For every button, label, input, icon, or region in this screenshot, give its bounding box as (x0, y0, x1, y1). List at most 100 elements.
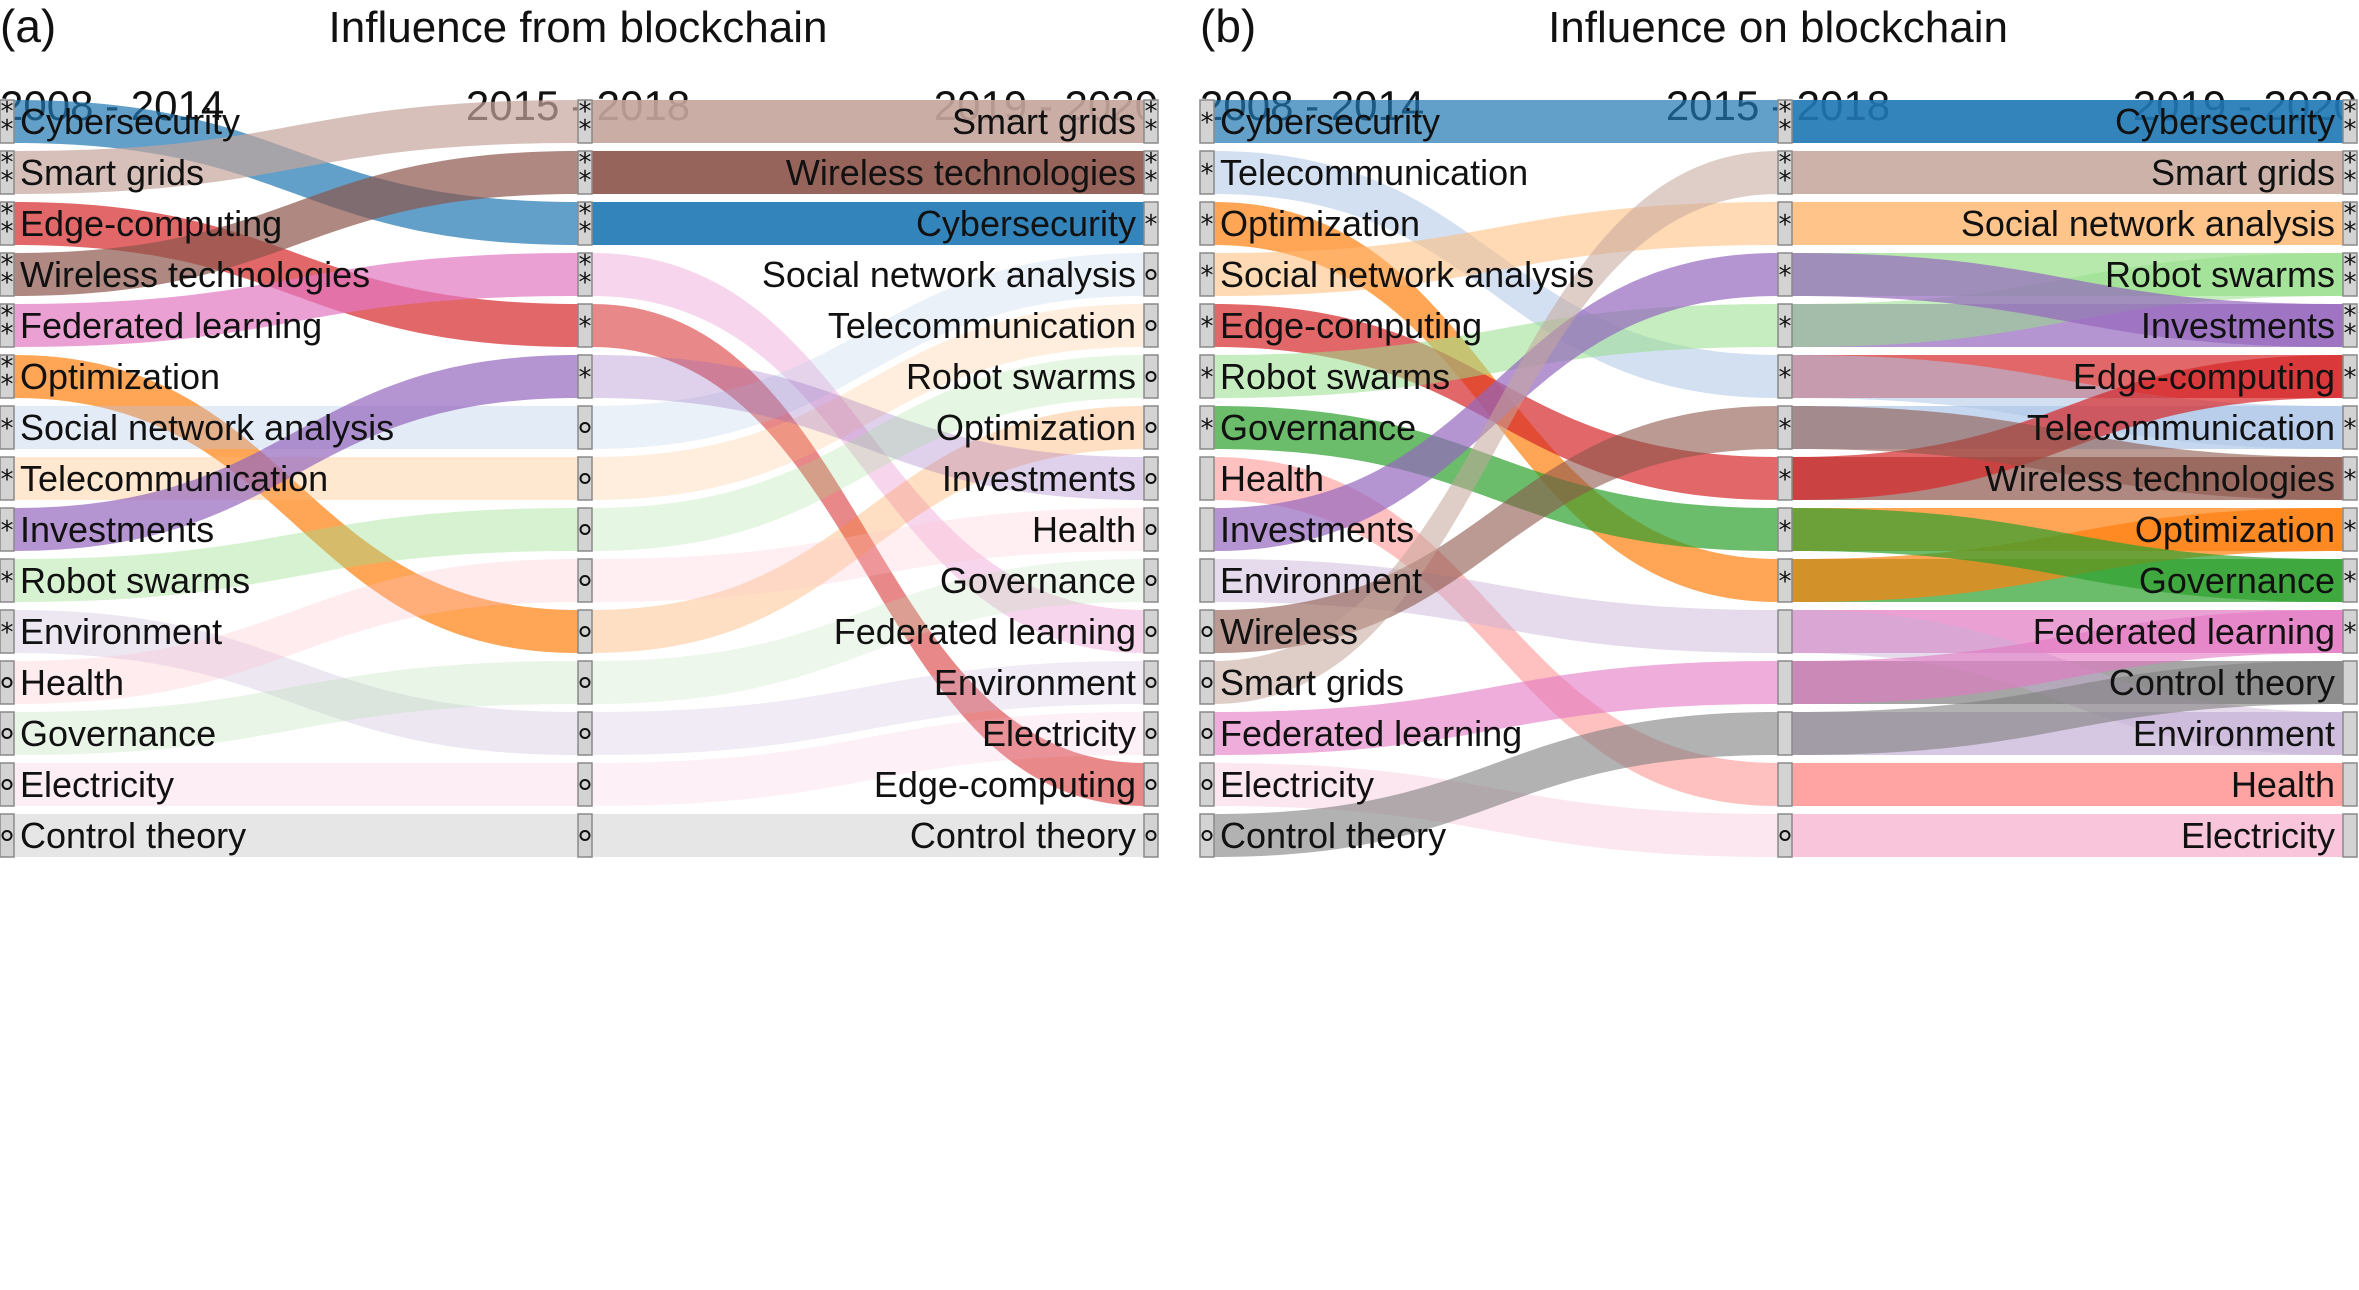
panel-b-right-optimization-mark: * (2344, 516, 2357, 546)
panel-b-left-governance-node (1199, 405, 1215, 450)
panel-b-left-environment-node (1199, 558, 1215, 603)
panel-b-right-robot-swarms-node (2342, 252, 2358, 297)
panel-a-mid-2-mark: * (579, 199, 592, 229)
panel-b-mid-7-node (1777, 456, 1793, 501)
panel-a-left-social-network-analysis-mark: * (1, 414, 14, 444)
panel-a-right-label-investments: Investments (942, 458, 1136, 499)
panel-b-left-optimization-node (1199, 201, 1215, 246)
panel-b-mid-3-node (1777, 252, 1793, 297)
panel-a-flow-robot-swarms-stage-2 (592, 355, 1144, 551)
panel-b-mid-2-mark: * (1779, 210, 1792, 240)
panel-b-flow-control-theory-stage-1 (1214, 712, 1778, 857)
panel-b-flow-health-stage-2 (1792, 763, 2343, 806)
panel-b-mid-4-node (1777, 303, 1793, 348)
panel-b-right-edge-computing-mark: * (2344, 363, 2357, 393)
panel-a-right-label-social-network-analysis: Social network analysis (762, 254, 1136, 295)
panel-a-right-telecommunication-node (1143, 303, 1159, 348)
panel-b-flow-federated-learning-stage-1 (1214, 661, 1778, 755)
panel-b-right-social-network-analysis-mark: * (2344, 199, 2357, 229)
panel-a-left-environment-mark: * (1, 618, 14, 648)
panel-a-right-health-mark (1145, 524, 1157, 535)
panel-b-mid-0-mark-2: * (1779, 115, 1792, 145)
panel-b-left-optimization-mark: * (1201, 210, 1214, 240)
panel-b-right-health-node (2342, 762, 2358, 807)
panel-b-right-label-control-theory: Control theory (2109, 662, 2335, 703)
panel-b-mid-14-node (1777, 813, 1793, 858)
panel-a-right-investments-node (1143, 456, 1159, 501)
panel-b-left-edge-computing-mark: * (1201, 312, 1214, 342)
panel-a-mid-4-node (577, 303, 593, 348)
panel-b-flow-cybersecurity-stage-2 (1792, 100, 2343, 143)
panel-b-flow-electricity-stage-2 (1792, 814, 2343, 857)
panel-a-left-label-health: Health (20, 662, 124, 703)
panel-a-mid-0-mark-2: * (579, 115, 592, 145)
panel-a-mid-9-mark (579, 575, 591, 586)
panel-a-mid-10-mark (579, 626, 591, 637)
panel-a-left-electricity-mark (1, 779, 13, 790)
panel-a-right-smart-grids-node (1143, 99, 1159, 144)
panel-a-left-label-investments: Investments (20, 509, 214, 550)
panel-a-right-smart-grids-mark-2: * (1145, 115, 1158, 145)
panel-b-left-federated-learning-mark (1201, 728, 1213, 739)
panel-a-right-label-optimization: Optimization (936, 407, 1136, 448)
panel-b-bar-electricity (1792, 814, 2343, 857)
panel-a-left-label-federated-learning: Federated learning (20, 305, 322, 346)
panel-a-mid-5-node (577, 354, 593, 399)
panel-a-left-wireless-technologies-mark-2: * (1, 268, 14, 298)
panel-b-right-label-health: Health (2231, 764, 2335, 805)
panel-a-right-governance-mark (1145, 575, 1157, 586)
panel-a-left-smart-grids-node (0, 150, 15, 195)
panel-b-left-federated-learning-node (1199, 711, 1215, 756)
panel-a-right-label-health: Health (1032, 509, 1136, 550)
panel-b-left-label-environment: Environment (1220, 560, 1422, 601)
panel-a-flow-federated-learning-stage-2 (592, 253, 1144, 653)
panel-b-left-label-robot-swarms: Robot swarms (1220, 356, 1450, 397)
panel-b-mid-11-node (1777, 660, 1793, 705)
panel-a-mid-0-node (577, 99, 593, 144)
panel-b-mid-6-node (1777, 405, 1793, 450)
panel-a-left-environment-node (0, 609, 15, 654)
panel-a-mid-1-mark: * (579, 148, 592, 178)
panel-b-left-cybersecurity-node (1199, 99, 1215, 144)
panel-a-left-edge-computing-node (0, 201, 15, 246)
panel-a-flow-social-network-analysis-stage-1 (14, 406, 578, 449)
panel-a-left-robot-swarms-mark: * (1, 567, 14, 597)
panel-b-left-smart-grids-mark (1201, 677, 1213, 688)
panel-b-nodes: * Cybersecurity* Telecommunication* Optimiz… (1199, 97, 2358, 858)
panel-b-mid-8-node (1777, 507, 1793, 552)
panel-b-right-label-wireless-technologies: Wireless technologies (1985, 458, 2335, 499)
panel-a-flow-electricity-stage-1 (14, 763, 578, 806)
panel-a-right-social-network-analysis-node (1143, 252, 1159, 297)
panel-b-flow-federated-learning-stage-2 (1792, 610, 2343, 704)
panel-a-left-control-theory-node (0, 813, 15, 858)
panel-a-left-wireless-technologies-mark: * (1, 250, 14, 280)
panel-a-left-control-theory-mark (1, 830, 13, 841)
panel-a-left-federated-learning-mark-2: * (1, 319, 14, 349)
panel-a-right-label-robot-swarms: Robot swarms (906, 356, 1136, 397)
panel-b-left-label-social-network-analysis: Social network analysis (1220, 254, 1594, 295)
panel-a-left-wireless-technologies-node (0, 252, 15, 297)
panel-b-flow-environment-stage-2 (1792, 610, 2343, 755)
panel-b-right-label-governance: Governance (2139, 560, 2335, 601)
panel-b-right-environment-node (2342, 711, 2358, 756)
panel-b-left-label-wireless: Wireless (1220, 611, 1358, 652)
panel-a-right-robot-swarms-node (1143, 354, 1159, 399)
panel-a-right-label-cybersecurity: Cybersecurity (916, 203, 1136, 244)
panel-a-left-label-robot-swarms: Robot swarms (20, 560, 250, 601)
panel-a-flow-control-theory-stage-1 (14, 814, 578, 857)
panel-a-flow-cybersecurity-stage-2 (592, 202, 1144, 245)
panel-a-flow-robot-swarms-stage-1 (14, 508, 578, 602)
panel-a-mid-7-mark (579, 473, 591, 484)
panel-a-flow-optimization-stage-1 (14, 355, 578, 653)
panel-b-left-edge-computing-node (1199, 303, 1215, 348)
panel-a-mid-13-node (577, 762, 593, 807)
panel-a-left-investments-node (0, 507, 15, 552)
panel-a-left-governance-node (0, 711, 15, 756)
panel-b-flow-governance-stage-2 (1792, 508, 2343, 602)
panel-b-flow-wireless-stage-1 (1214, 406, 1778, 653)
panel-b-right-federated-learning-node (2342, 609, 2358, 654)
panel-a-right-social-network-analysis-mark (1145, 269, 1157, 280)
panel-a-mid-1-node (577, 150, 593, 195)
panel-a-right-label-wireless-technologies: Wireless technologies (786, 152, 1136, 193)
panel-a-left-social-network-analysis-node (0, 405, 15, 450)
